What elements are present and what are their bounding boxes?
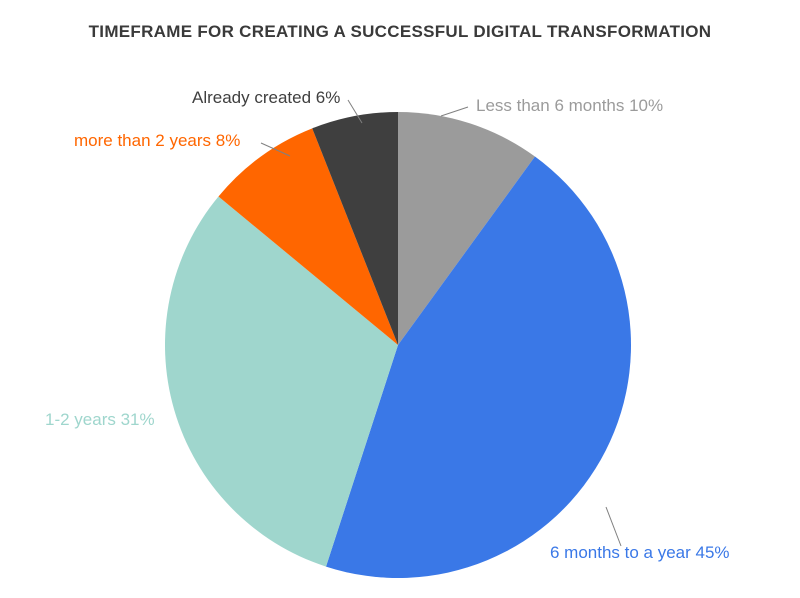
slice-label: 6 months to a year 45% [550, 543, 730, 563]
slice-label: Already created 6% [192, 88, 340, 108]
pie-chart: TIMEFRAME FOR CREATING A SUCCESSFUL DIGI… [0, 0, 800, 598]
pie-svg [0, 0, 800, 598]
slice-label: 1-2 years 31% [45, 410, 155, 430]
leader-line [606, 507, 621, 546]
slice-label: more than 2 years 8% [74, 131, 240, 151]
slice-label: Less than 6 months 10% [476, 96, 663, 116]
leader-line [441, 107, 468, 116]
